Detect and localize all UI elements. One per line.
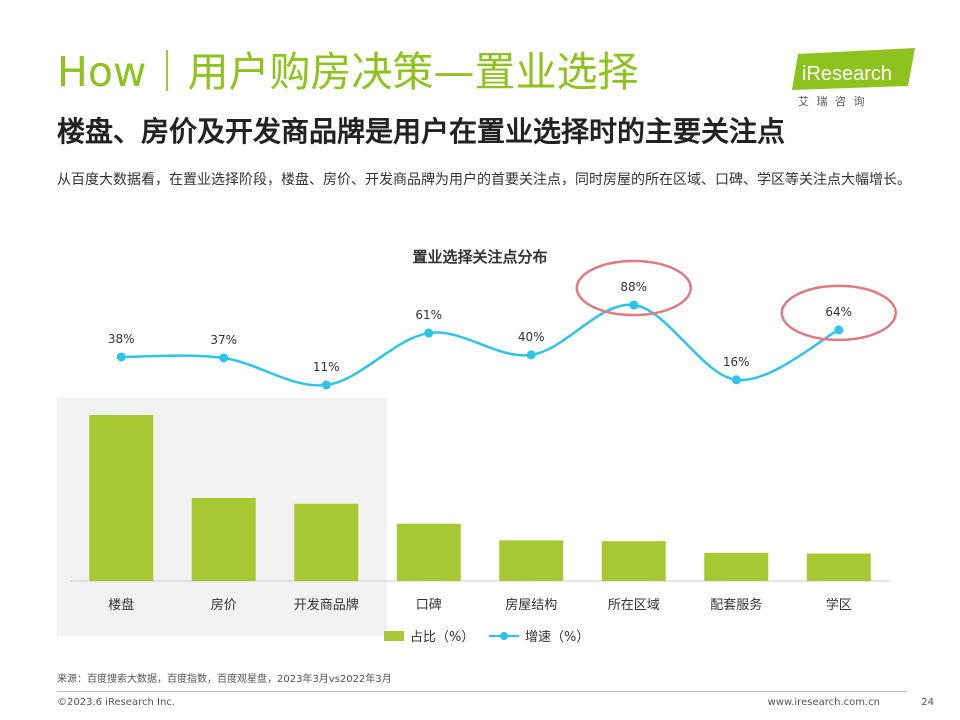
legend-bar-swatch [384,631,404,641]
growth-label: 38% [108,332,135,346]
copyright: ©2023.6 iResearch Inc. [57,697,175,708]
legend-line-label: 增速（%） [525,630,589,645]
highlight-ring [575,259,692,317]
growth-point [321,380,331,390]
bar-6 [704,552,769,581]
growth-point [526,350,536,360]
category-label: 配套服务 [710,597,762,613]
source-note: 来源：百度搜索大数据，百度指数，百度观星盘，2023年3月vs2022年3月 [57,674,392,685]
page-number: 24 [921,697,934,708]
iresearch-logo: iResearch 艾 瑞 咨 询 [792,48,915,108]
category-label: 楼盘 [108,597,134,613]
category-label: 所在区域 [608,598,660,613]
page-title: How｜用户购房决策—置业选择 [57,48,639,96]
category-label: 房屋结构 [505,597,557,613]
growth-label: 64% [825,305,852,319]
website: www.iresearch.com.cn [767,697,880,708]
growth-label: 40% [518,330,545,344]
chart-area: 置业选择关注点分布 楼盘 房价 开发商品牌 口碑 房屋结构 所在区域 配套服务 学区 38% 3… [57,248,897,645]
growth-point [731,375,741,385]
bar-2 [294,503,359,581]
logo-background-shape [792,48,915,90]
growth-label: 88% [620,280,647,294]
logo-cn-text: 艾 瑞 咨 询 [798,94,867,108]
chart-title: 置业选择关注点分布 [412,248,547,266]
footer-divider [57,691,907,692]
category-label: 学区 [826,597,852,613]
bar-7 [806,553,871,581]
growth-label: 37% [210,333,237,347]
page-subtitle: 楼盘、房价及开发商品牌是用户在置业选择时的主要关注点 [57,115,786,148]
bar-5 [601,541,666,581]
growth-point [219,353,229,363]
legend-bar-label: 占比（%） [410,630,474,645]
growth-point [116,352,126,362]
category-label: 房价 [211,597,237,613]
category-label: 开发商品牌 [294,597,359,613]
category-label: 口碑 [416,597,442,613]
growth-line [121,303,840,387]
bar-4 [499,540,564,581]
logo-brand-text: iResearch [802,63,892,85]
growth-point [424,328,434,338]
bar-3 [396,523,461,581]
bar-1 [191,498,256,581]
growth-point [834,325,844,335]
growth-point [629,300,639,310]
growth-label: 61% [415,308,442,322]
growth-label: 16% [723,355,750,369]
page-description: 从百度大数据看，在置业选择阶段，楼盘、房价、开发商品牌为用户的首要关注点，同时房… [57,172,911,188]
highlight-ring [780,284,897,342]
bar-0 [89,415,154,581]
legend-line-marker [500,632,508,640]
growth-label: 11% [313,360,340,374]
